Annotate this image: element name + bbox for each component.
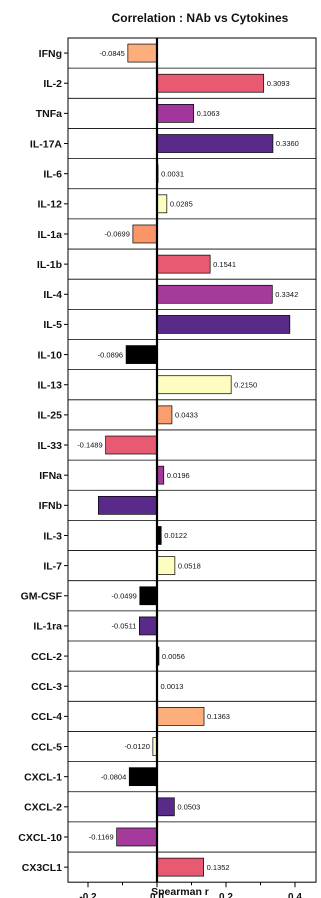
- x-tick-label: 0.0: [150, 892, 164, 898]
- bar: [156, 134, 274, 153]
- category-label: IL-13: [37, 380, 62, 392]
- data-label: 0.0031: [161, 169, 184, 178]
- bar: [128, 767, 158, 787]
- data-label: -0.0499: [111, 591, 136, 600]
- bar: [132, 224, 158, 244]
- data-label: 0.1363: [207, 712, 230, 721]
- data-label: -0.0845: [99, 49, 124, 58]
- data-label: 0.0518: [178, 561, 201, 570]
- category-label: IL-4: [43, 289, 62, 301]
- data-label: 0.0056: [162, 652, 185, 661]
- bar: [125, 345, 158, 364]
- data-label: 0.3360: [276, 139, 299, 148]
- category-label: IL-5: [43, 319, 62, 331]
- category-label: GM-CSF: [21, 591, 63, 603]
- data-label: -0.1169: [89, 833, 114, 842]
- category-label: IL-1a: [37, 229, 62, 241]
- bar: [105, 435, 158, 455]
- chart-data-labels: -0.0845 0.3093 0.1063 0.3360 0.0031 0.0285 -0.…: [77, 49, 299, 872]
- category-label: IL-10: [37, 349, 62, 361]
- bar: [156, 556, 176, 575]
- category-label: IL-3: [43, 530, 62, 542]
- bar: [156, 707, 205, 726]
- bar: [156, 375, 232, 395]
- data-label: 0.1541: [213, 260, 236, 269]
- category-label: CCL-4: [31, 711, 62, 723]
- data-label: -0.0511: [111, 622, 136, 631]
- data-label: 0.3342: [275, 290, 298, 299]
- data-label: -0.0699: [104, 230, 129, 239]
- bar: [156, 194, 168, 214]
- category-label: IL-7: [43, 560, 62, 572]
- chart-rows: [67, 37, 317, 883]
- bar: [97, 495, 158, 515]
- bar: [156, 405, 173, 425]
- category-label: CXCL-10: [18, 832, 62, 844]
- bar: [156, 797, 175, 817]
- x-axis-label: Spearman r: [151, 886, 209, 898]
- category-label: IL-6: [43, 168, 62, 180]
- data-label: -0.1489: [77, 441, 102, 450]
- bar: [156, 254, 211, 274]
- data-label: 0.0285: [170, 200, 193, 209]
- category-label: IL-2: [43, 78, 62, 90]
- chart-title: Correlation : NAb vs Cytokines: [112, 11, 289, 25]
- category-label: CCL-2: [31, 651, 62, 663]
- chart-axes: -0.2 0.0 0.2 0.4: [64, 38, 302, 898]
- category-label: CXCL-1: [24, 771, 62, 783]
- data-label: -0.0896: [98, 350, 123, 359]
- category-label: IFNb: [39, 500, 62, 512]
- data-label: 0.0196: [167, 471, 190, 480]
- data-label: 0.0503: [177, 803, 200, 812]
- category-label: CX3CL1: [22, 862, 62, 874]
- data-label: 0.1352: [207, 863, 230, 872]
- bar: [156, 73, 265, 93]
- category-label: IL-25: [37, 410, 62, 422]
- category-label: CXCL-2: [24, 802, 62, 814]
- bar: [127, 43, 158, 63]
- bar: [156, 104, 195, 123]
- data-label: 0.1063: [197, 109, 220, 118]
- category-label: IL-1ra: [33, 621, 62, 633]
- bar: [156, 315, 291, 334]
- data-label: 0.0013: [160, 682, 183, 691]
- x-tick-label: 0.4: [288, 892, 302, 898]
- bar: [139, 616, 158, 636]
- category-label: IL-1b: [37, 259, 62, 271]
- x-tick-label: 0.2: [219, 892, 233, 898]
- chart-category-labels: IFNg IL-2 TNFa IL-17A IL-6 IL-12 IL-1a IL-1b IL-…: [18, 48, 62, 874]
- x-tick-label: -0.2: [79, 892, 97, 898]
- chart-bars: [97, 43, 291, 877]
- category-label: CCL-3: [31, 681, 62, 693]
- bar: [156, 857, 204, 877]
- bar: [156, 284, 273, 304]
- category-label: IL-17A: [30, 138, 63, 150]
- bar: [116, 827, 158, 847]
- category-label: TNFa: [36, 108, 62, 120]
- category-label: CCL-5: [31, 741, 62, 753]
- category-label: IFNa: [39, 470, 62, 482]
- data-label: 0.0122: [164, 531, 187, 540]
- bar: [139, 586, 158, 606]
- data-label: 0.3093: [267, 79, 290, 88]
- data-label: 0.2150: [234, 380, 257, 389]
- data-label: -0.0120: [124, 742, 149, 751]
- data-label: 0.0433: [175, 411, 198, 420]
- data-label: -0.0804: [101, 772, 126, 781]
- category-label: IFNg: [39, 48, 62, 60]
- category-label: IL-33: [37, 440, 62, 452]
- category-label: IL-12: [37, 199, 62, 211]
